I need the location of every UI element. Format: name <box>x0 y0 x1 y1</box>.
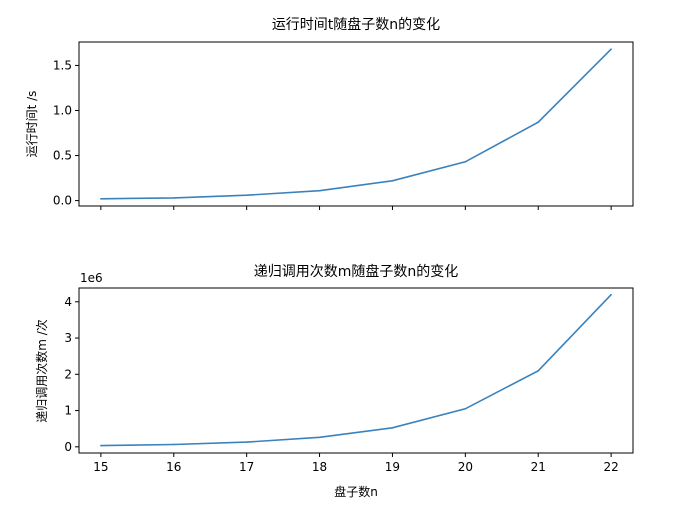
data-point <box>172 443 175 446</box>
x-tick-label: 19 <box>385 460 400 474</box>
data-point <box>245 441 248 443</box>
y-tick-label: 0.5 <box>53 149 72 163</box>
y-axis-label: 运行时间t /s <box>25 91 39 158</box>
y-axis-offset-label: 1e6 <box>80 271 103 285</box>
chart-marks: 0.0 0.5 1.0 1.5 <box>53 48 612 210</box>
y-tick-label: 3 <box>64 331 72 345</box>
chart-marks: 15 16 17 18 19 20 21 22 0 1 2 3 4 <box>64 293 619 474</box>
y-tick-label: 1 <box>64 404 72 418</box>
x-tick-label: 15 <box>93 460 108 474</box>
y-tick-label: 1.0 <box>53 103 72 117</box>
y-tick-label: 0 <box>64 440 72 454</box>
x-tick-label: 16 <box>166 460 181 474</box>
y-tick-label: 2 <box>64 367 72 381</box>
y-tick-label: 1.5 <box>53 58 72 72</box>
chart-title: 运行时间t随盘子数n的变化 <box>272 16 440 33</box>
plot-area-frame <box>78 287 634 454</box>
data-point <box>245 194 248 196</box>
data-point <box>318 189 321 192</box>
data-point <box>464 408 467 410</box>
x-tick-label: 18 <box>312 460 327 474</box>
data-point <box>537 121 540 123</box>
data-point <box>610 48 612 51</box>
data-point <box>391 179 394 182</box>
data-point <box>318 436 321 439</box>
y-tick-label: 0.0 <box>53 194 72 208</box>
data-point <box>464 161 467 163</box>
runtime-chart: 运行时间t随盘子数n的变化 运行时间t /s 0.0 0.5 1.0 1.5 <box>25 16 634 210</box>
x-tick-label: 21 <box>531 460 546 474</box>
data-point <box>100 444 102 447</box>
x-tick-label: 20 <box>458 460 473 474</box>
y-tick-label: 4 <box>64 295 72 309</box>
data-point <box>100 197 102 200</box>
x-tick-label: 17 <box>239 460 254 474</box>
data-point <box>391 427 394 429</box>
plot-area-frame <box>78 41 634 207</box>
data-point <box>537 369 540 372</box>
x-tick-label: 22 <box>603 460 618 474</box>
data-point <box>172 197 175 199</box>
series-line <box>100 294 612 447</box>
x-axis-label: 盘子数n <box>334 484 378 499</box>
y-axis-label: 递归调用次数m /次 <box>34 319 49 423</box>
series-line <box>100 48 612 200</box>
recursion-calls-chart: 递归调用次数m随盘子数n的变化 1e6 递归调用次数m /次 盘子数n 15 16… <box>34 263 634 499</box>
data-point <box>610 293 612 296</box>
chart-title: 递归调用次数m随盘子数n的变化 <box>254 263 459 280</box>
